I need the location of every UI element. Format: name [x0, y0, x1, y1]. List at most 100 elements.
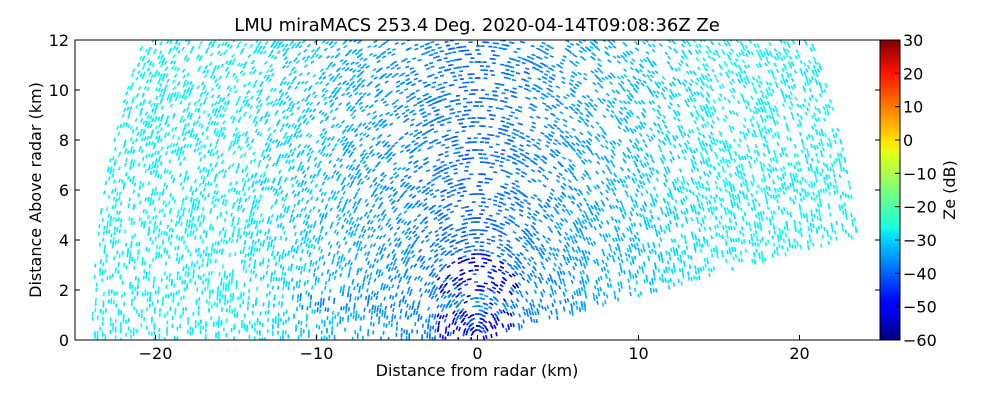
- ze-gate: [320, 272, 324, 277]
- ze-gate: [652, 244, 656, 249]
- ze-gate: [715, 248, 718, 253]
- ze-gate: [592, 292, 595, 297]
- ze-gate: [462, 332, 466, 337]
- ze-gate: [233, 252, 237, 257]
- ze-gate: [398, 137, 403, 141]
- ze-gate: [296, 167, 301, 172]
- ze-gate: [586, 276, 590, 281]
- ze-gate: [252, 252, 255, 257]
- ze-gate: [397, 212, 402, 217]
- ze-gate: [645, 56, 650, 61]
- ze-gate: [482, 335, 485, 340]
- ze-gate: [393, 258, 398, 263]
- ze-gate: [297, 150, 302, 156]
- ze-gate: [638, 251, 641, 256]
- ze-gate: [458, 310, 463, 315]
- ze-gate: [656, 115, 661, 120]
- ze-gate: [627, 278, 630, 283]
- ze-gate: [431, 106, 436, 110]
- ze-gate: [289, 100, 294, 105]
- ze-gate: [393, 231, 398, 237]
- ze-gate: [331, 94, 337, 99]
- ze-gate: [297, 294, 300, 299]
- ze-gate: [635, 212, 639, 217]
- ze-gate: [608, 253, 612, 258]
- ze-gate: [680, 133, 685, 139]
- ze-gate: [281, 255, 284, 260]
- ze-gate: [697, 210, 701, 216]
- ze-gate: [690, 276, 693, 282]
- ze-gate: [367, 294, 371, 299]
- ze-gate: [309, 114, 313, 119]
- ze-gate: [348, 94, 353, 98]
- ze-gate: [412, 300, 416, 305]
- ze-gate: [295, 126, 300, 131]
- ze-gate: [490, 281, 496, 285]
- ze-gate: [392, 167, 397, 171]
- ze-gate: [608, 243, 612, 248]
- ze-gate: [514, 266, 519, 271]
- ze-gate: [443, 81, 448, 84]
- ze-gate: [409, 150, 414, 155]
- ze-gate: [659, 148, 663, 153]
- ze-gate: [546, 92, 552, 96]
- ze-gate: [573, 187, 578, 192]
- ze-gate: [370, 74, 375, 79]
- ze-gate: [275, 217, 279, 222]
- ze-gate: [404, 231, 408, 236]
- ze-gate: [298, 303, 301, 308]
- ze-gate: [248, 263, 251, 268]
- ze-gate: [398, 279, 402, 284]
- ze-gate: [596, 138, 601, 143]
- ze-gate: [330, 101, 335, 106]
- ze-gate: [290, 176, 294, 182]
- ze-gate: [458, 326, 462, 332]
- ze-gate: [561, 278, 565, 283]
- ze-gate: [362, 92, 367, 96]
- ze-gate: [649, 153, 653, 159]
- ze-gate: [581, 95, 587, 99]
- ze-gate: [321, 181, 326, 186]
- ze-gate: [319, 150, 324, 155]
- ze-gate: [381, 312, 384, 317]
- ze-gate: [600, 207, 605, 212]
- ze-gate: [358, 288, 361, 293]
- ze-gate: [594, 152, 599, 157]
- ze-gate: [536, 308, 540, 313]
- ze-gate: [699, 160, 703, 165]
- ze-gate: [705, 200, 709, 206]
- ze-gate: [541, 41, 546, 45]
- ze-gate: [443, 318, 447, 323]
- ze-gate: [569, 171, 575, 176]
- ze-gate: [575, 257, 579, 262]
- ze-gate: [572, 234, 576, 240]
- ze-gate: [439, 239, 444, 243]
- ze-gate: [633, 142, 638, 147]
- ze-gate: [379, 190, 384, 195]
- ze-gate: [655, 288, 658, 293]
- ze-gate: [427, 74, 433, 78]
- ze-gate: [266, 264, 269, 269]
- ze-gate: [370, 233, 374, 239]
- ze-gate: [500, 252, 505, 256]
- ze-gate: [359, 105, 364, 110]
- ze-gate: [281, 271, 284, 276]
- ze-gate: [507, 263, 513, 268]
- ze-gate: [425, 238, 430, 243]
- ze-gate: [562, 182, 567, 187]
- ze-gate: [548, 106, 553, 110]
- ze-gate: [225, 275, 229, 280]
- ze-gate: [350, 230, 355, 235]
- ze-gate: [334, 96, 339, 101]
- ze-gate: [425, 191, 430, 196]
- ze-gate: [308, 251, 312, 257]
- ze-gate: [262, 275, 265, 280]
- ze-gate: [328, 273, 332, 278]
- ze-gate: [635, 139, 640, 145]
- ze-gate: [455, 325, 459, 331]
- ze-gate: [308, 268, 311, 273]
- ze-gate: [635, 145, 640, 150]
- ze-gate: [418, 165, 423, 169]
- ze-gate: [708, 170, 712, 175]
- ze-gate: [533, 96, 538, 100]
